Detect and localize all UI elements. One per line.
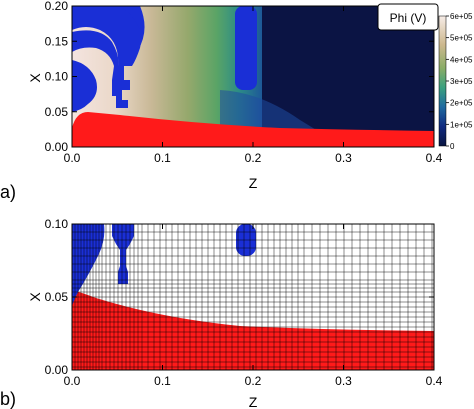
colorbar-ticks: 0 1e+05 2e+05 3e+05 4e+05 5e+05 6e+05	[446, 12, 473, 151]
colorbar-tick-label: 3e+05	[450, 77, 473, 86]
b-ytick-label: 0.05	[45, 290, 69, 304]
a-xtick-label: 0.4	[426, 151, 443, 165]
colorbar-box	[377, 3, 439, 31]
a-ytick-label: 0.05	[45, 105, 69, 119]
b-xtick-label: 0.3	[335, 374, 352, 388]
panel-label-a: a)	[0, 182, 16, 202]
b-ytick-label: 0.00	[45, 363, 69, 377]
b-xtick-label: 0.1	[154, 374, 171, 388]
a-ytick-label: 0.20	[45, 0, 69, 13]
dielectric-mesh	[72, 290, 434, 370]
colorbar-tick-label: 2e+05	[450, 99, 473, 108]
colorbar-tick-label: 5e+05	[450, 34, 473, 43]
b-xtick-label: 0.2	[245, 374, 262, 388]
ticks-b: 0.0 0.1 0.2 0.3 0.4 0.00 0.05 0.10	[45, 217, 443, 388]
colorbar-title: Phi (V)	[390, 11, 427, 25]
a-xtick-label: 0.1	[154, 151, 171, 165]
b-xtick-label: 0.0	[64, 374, 81, 388]
a-xtick-label: 0.0	[64, 151, 81, 165]
mesh-grid	[72, 224, 434, 370]
electrode-needle	[112, 224, 134, 284]
colorbar-tick-label: 0	[450, 142, 455, 151]
a-xtick-label: 0.3	[335, 151, 352, 165]
ylabel-a: X	[27, 73, 43, 83]
panel-a: 0.0 0.1 0.2 0.3 0.40.000.050.100.150.20 Z X …	[0, 0, 473, 202]
colorbar-tick-label: 6e+05	[450, 12, 473, 21]
electrode-probe	[235, 6, 257, 90]
panel-label-b: b)	[0, 389, 16, 409]
colorbar-ramp	[438, 15, 447, 147]
b-ytick-label: 0.10	[45, 217, 69, 231]
electrode-wedge	[72, 224, 105, 306]
colorbar-tick-label: 1e+05	[450, 120, 473, 129]
ylabel-b: X	[27, 292, 43, 302]
panel-b: 0.0 0.1 0.2 0.3 0.4 0.00 0.05 0.10 Z X b)	[0, 217, 443, 409]
xlabel-a: Z	[249, 175, 258, 191]
a-xtick-label: 0.2	[245, 151, 262, 165]
dielectric-layer	[72, 112, 434, 147]
ticks-a: 0.0 0.1 0.2 0.3 0.4 0.00 0.05 0.10 0.15 0.20	[45, 0, 443, 165]
colorbar-tick-label: 4e+05	[450, 55, 473, 64]
a-ytick-label: 0.10	[45, 70, 69, 84]
a-ytick-label: 0.00	[45, 140, 69, 154]
colorbar: Phi (V) 0 1e+05 2e+05 3e+05 4e+05 5e+05 6e+05	[377, 3, 473, 151]
a-ytick-label: 0.15	[45, 34, 69, 48]
b-xtick-label: 0.4	[426, 374, 443, 388]
electrode-upper	[72, 6, 142, 66]
xlabel-b: Z	[249, 394, 258, 409]
